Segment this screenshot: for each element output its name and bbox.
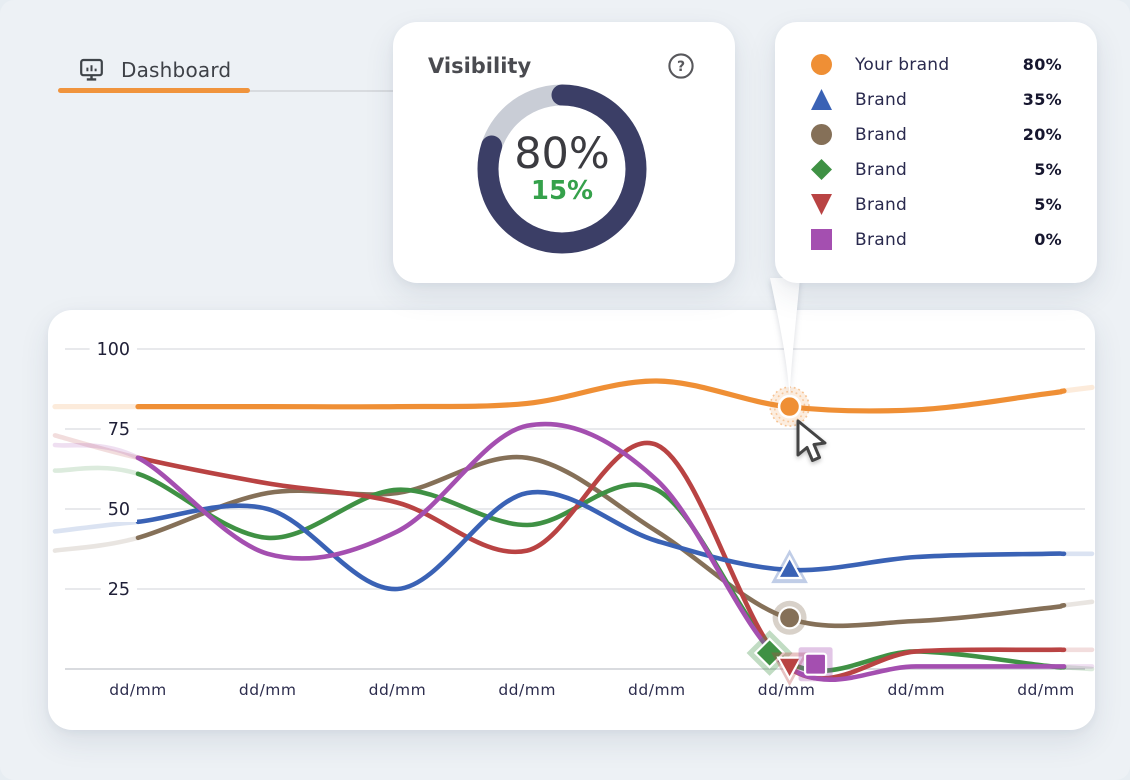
x-tick-label: dd/mm	[109, 681, 167, 699]
legend-value: 5%	[1034, 195, 1062, 214]
x-tick-label: dd/mm	[1017, 681, 1075, 699]
y-tick-label-bg	[89, 338, 137, 362]
y-tick-label: 75	[108, 420, 130, 440]
series-fade-brand-brown	[52, 535, 141, 553]
legend-item: Brand 35%	[775, 82, 1097, 117]
legend-value: 35%	[1022, 90, 1062, 109]
legend-label: Brand	[855, 159, 908, 180]
x-tick-label: dd/mm	[369, 681, 427, 699]
brand-legend-tooltip: Your brand 80% Brand 35% Brand 20% Brand 5% Bran…	[775, 22, 1097, 283]
legend-item: Your brand 80%	[775, 47, 1097, 82]
series-line-brand-blue	[135, 489, 1067, 592]
series-fade-brand-blue	[52, 519, 141, 534]
x-tick-label: dd/mm	[239, 681, 297, 699]
hover-halo-ring	[773, 390, 806, 423]
series-line-brand-purple	[135, 421, 1067, 682]
series-fade-brand-purple	[52, 442, 141, 461]
tooltip-pointer-tail	[770, 278, 800, 396]
legend-item: Brand 5%	[775, 152, 1097, 187]
svg-text:?: ?	[677, 59, 685, 75]
y-tick-label: 25	[108, 580, 130, 600]
y-tick-label-bg	[100, 418, 137, 442]
legend-value: 5%	[1034, 160, 1062, 179]
series-fade-your-brand	[1061, 384, 1095, 394]
hover-marker-your-brand[interactable]	[777, 394, 802, 419]
diamond-marker-icon	[811, 159, 832, 180]
series-line-your-brand	[135, 378, 1067, 414]
visibility-score: 80%	[514, 129, 610, 180]
series-fade-brand-brown	[1061, 599, 1095, 608]
legend-value: 20%	[1022, 125, 1062, 144]
series-line-brand-brown	[135, 454, 1067, 629]
legend-label: Your brand	[855, 54, 950, 75]
dashboard-monitor-icon	[78, 56, 105, 83]
square-marker-icon	[811, 229, 832, 250]
donut-progress-arc	[477, 84, 647, 254]
hover-marker-brand-red[interactable]	[776, 656, 803, 681]
legend-label: Brand	[855, 194, 908, 215]
visibility-delta: 15%	[530, 176, 594, 207]
circle-marker-icon	[811, 54, 832, 75]
x-tick-label: dd/mm	[628, 681, 686, 699]
tab-dashboard-label: Dashboard	[121, 57, 232, 82]
triangle-down-marker-icon	[811, 194, 832, 215]
legend-value: 0%	[1034, 230, 1062, 249]
visibility-chart-card: dd/mm dd/mm dd/mm dd/mm dd/mm dd/mm dd/mm dd/mm…	[48, 310, 1095, 730]
legend-value: 80%	[1022, 55, 1062, 74]
visibility-card: Visibility ? 80% 15%	[393, 22, 735, 283]
series-fade-brand-green	[52, 465, 141, 477]
hover-marker-brand-green[interactable]	[753, 637, 786, 669]
legend-item: Brand 20%	[775, 117, 1097, 152]
tab-dashboard[interactable]: Dashboard	[78, 56, 231, 83]
triangle-up-marker-icon	[811, 89, 832, 110]
visibility-title: Visibility	[428, 54, 532, 78]
help-icon[interactable]: ?	[667, 52, 695, 80]
legend-item: Brand 5%	[775, 187, 1097, 222]
active-tab-underline	[58, 88, 250, 93]
series-line-brand-red	[135, 440, 1067, 681]
legend-label: Brand	[855, 124, 908, 145]
series-fade-brand-red	[52, 433, 141, 461]
visibility-donut: 80% 15%	[472, 79, 652, 259]
y-tick-label-bg	[100, 498, 137, 522]
hover-marker-brand-blue[interactable]	[776, 554, 803, 580]
y-tick-label: 100	[97, 340, 130, 360]
hover-marker-brand-brown[interactable]	[777, 606, 802, 630]
legend-label: Brand	[855, 229, 908, 250]
circle-marker-icon	[811, 124, 832, 145]
y-tick-label: 50	[108, 500, 130, 520]
legend-item: Brand 0%	[775, 222, 1097, 257]
brand-visibility-line-chart[interactable]: dd/mm dd/mm dd/mm dd/mm dd/mm dd/mm dd/mm dd/mm…	[48, 310, 1095, 730]
hover-marker-brand-purple[interactable]	[803, 652, 828, 676]
x-tick-label: dd/mm	[758, 681, 816, 699]
legend-label: Brand	[855, 89, 908, 110]
x-tick-label: dd/mm	[498, 681, 556, 699]
series-line-brand-green	[135, 471, 1067, 673]
y-tick-label-bg	[100, 578, 137, 602]
x-tick-label: dd/mm	[887, 681, 945, 699]
tab-divider-line	[250, 90, 500, 92]
mouse-cursor-icon	[796, 419, 827, 462]
